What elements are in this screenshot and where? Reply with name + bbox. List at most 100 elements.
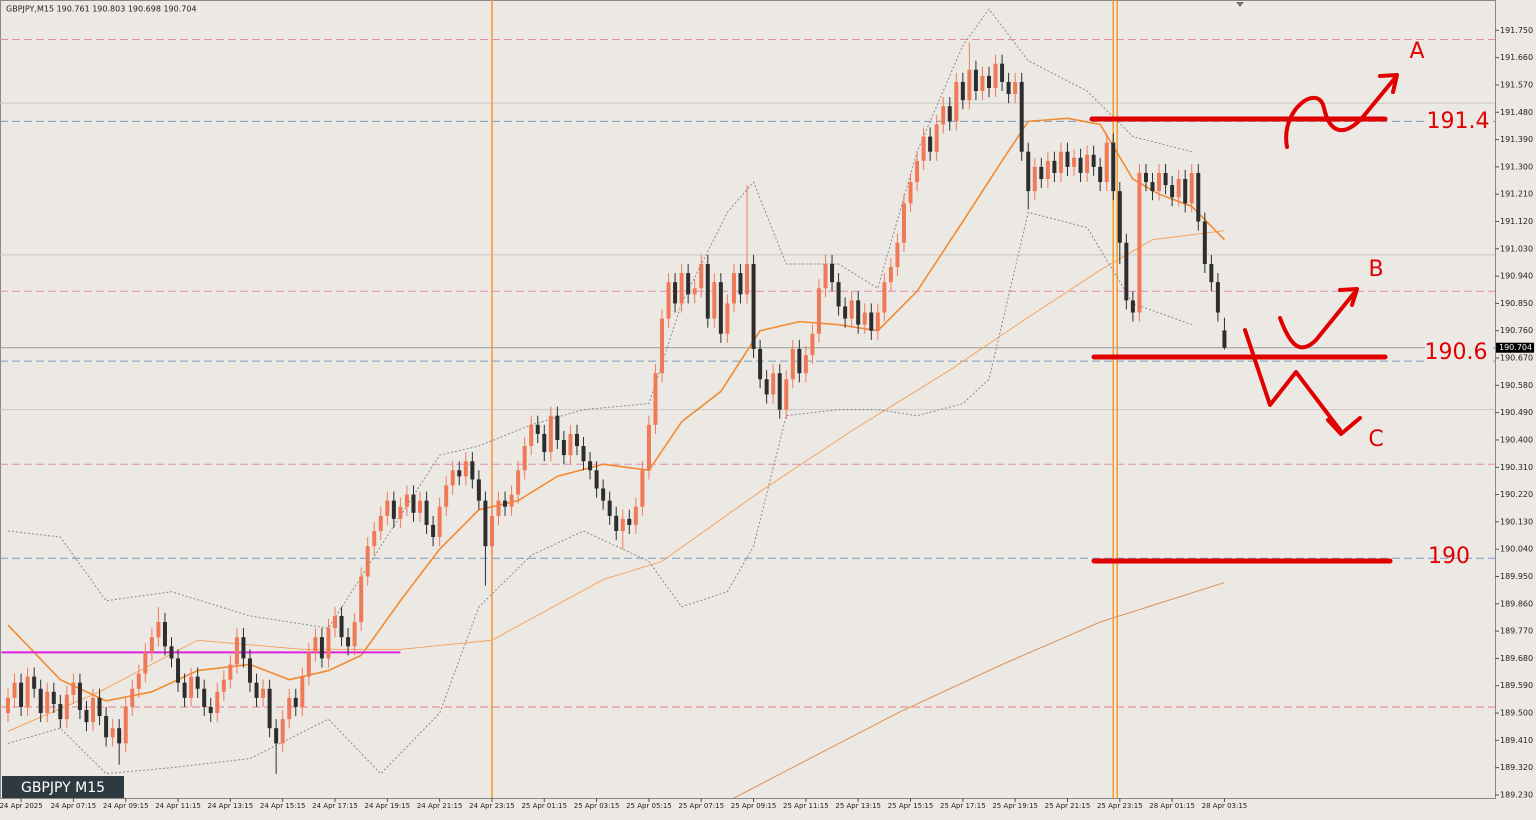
x-tick-label: 24 Apr 09:15: [103, 802, 149, 810]
candle-body: [12, 682, 17, 698]
candle-body: [1222, 330, 1227, 348]
y-tick-label: 190.400: [1500, 435, 1533, 444]
candle-body: [1058, 151, 1063, 173]
candle-body: [588, 461, 593, 471]
arrow-head: [1338, 287, 1359, 307]
chart-header: GBPJPY,M15 190.761 190.803 190.698 190.7…: [6, 5, 197, 14]
candle-body: [1006, 81, 1011, 95]
candle-body: [987, 75, 991, 88]
y-tick-label: 191.660: [1500, 53, 1533, 62]
y-tick-label: 190.310: [1500, 463, 1533, 472]
x-tick-label: 25 Apr 09:15: [731, 802, 777, 810]
candle-body: [274, 728, 279, 744]
candle-body: [1039, 166, 1044, 180]
candle-body: [359, 576, 364, 623]
candle-body: [725, 303, 730, 334]
candle-body: [300, 676, 305, 707]
y-tick-label: 191.030: [1500, 244, 1533, 253]
candle-body: [1215, 282, 1220, 313]
candle-body: [234, 637, 239, 665]
candle-body: [228, 664, 233, 680]
x-tick-label: 28 Apr 01:15: [1149, 802, 1195, 810]
y-tick-label: 189.410: [1500, 736, 1533, 745]
x-tick-label: 28 Apr 03:15: [1202, 802, 1248, 810]
candle-body: [862, 312, 867, 325]
annotation: A: [1409, 39, 1424, 64]
candle-body: [745, 263, 750, 295]
candle-body: [306, 652, 311, 677]
candle-body: [1130, 300, 1135, 313]
candle-body: [529, 424, 534, 447]
x-tick-label: 25 Apr 21:15: [1045, 802, 1091, 810]
candle-body: [319, 637, 324, 659]
candle-body: [1032, 166, 1037, 192]
candle-body: [365, 546, 370, 577]
x-tick-label: 25 Apr 11:15: [783, 802, 829, 810]
candle-body: [1078, 157, 1083, 173]
price-tag: [1496, 342, 1534, 353]
candle-body: [764, 379, 769, 395]
annotation: 190: [1428, 544, 1470, 569]
candle-body: [620, 518, 625, 531]
candle-body: [843, 306, 848, 319]
candle-body: [888, 267, 893, 283]
candle-body: [666, 282, 671, 319]
candle-body: [45, 691, 50, 714]
candle-body: [267, 688, 272, 729]
candle-body: [38, 688, 43, 714]
candle-body: [156, 622, 161, 638]
candle-body: [489, 515, 494, 547]
candle-body: [84, 710, 89, 723]
candle-body: [522, 446, 527, 471]
candle-body: [967, 69, 972, 101]
candle-body: [712, 282, 717, 319]
candle-body: [928, 136, 933, 152]
candle-body: [247, 658, 252, 683]
candle-body: [333, 615, 337, 629]
candle-body: [6, 697, 10, 714]
candle-body: [176, 658, 181, 683]
candle-body: [1143, 172, 1148, 183]
y-tick-label: 189.770: [1500, 627, 1533, 636]
candle-body: [1104, 142, 1109, 183]
candle-body: [1196, 172, 1201, 222]
bollinger-band: [7, 211, 1192, 775]
x-tick-label: 25 Apr 17:15: [940, 802, 986, 810]
x-tick-label: 24 Apr 21:15: [417, 802, 463, 810]
candle-body: [326, 628, 331, 659]
candle-body: [404, 494, 409, 507]
annotation: 190.6: [1425, 340, 1488, 365]
candle-body: [660, 318, 664, 374]
candle-body: [856, 300, 861, 325]
candle-body: [980, 75, 985, 92]
candle-body: [117, 728, 122, 744]
candle-body: [189, 676, 194, 698]
candle-body: [313, 637, 318, 653]
candle-body: [1170, 185, 1175, 198]
candle-body: [1065, 151, 1070, 167]
candle-body: [385, 500, 390, 516]
y-tick-label: 189.950: [1500, 572, 1533, 581]
candle-body: [993, 63, 998, 88]
candle-body: [208, 706, 213, 714]
candle-body: [123, 706, 128, 744]
candle-body: [555, 415, 560, 440]
candle-body: [149, 637, 154, 653]
y-tick-label: 190.130: [1500, 517, 1533, 526]
candle-body: [633, 506, 638, 525]
x-tick-label: 25 Apr 05:15: [626, 802, 672, 810]
y-tick-label: 190.490: [1500, 408, 1533, 417]
candle-body: [705, 263, 710, 319]
candle-body: [58, 703, 63, 720]
candle-body: [758, 348, 763, 380]
candle-body: [1045, 160, 1050, 180]
y-tick-label: 191.120: [1500, 217, 1533, 226]
candle-body: [1176, 179, 1181, 198]
candle-body: [548, 415, 553, 453]
candle-body: [202, 688, 207, 707]
candle-body: [378, 515, 383, 531]
candle-body: [627, 518, 632, 525]
scenario-b-arrow: [1278, 290, 1357, 350]
candle-body: [352, 622, 357, 647]
